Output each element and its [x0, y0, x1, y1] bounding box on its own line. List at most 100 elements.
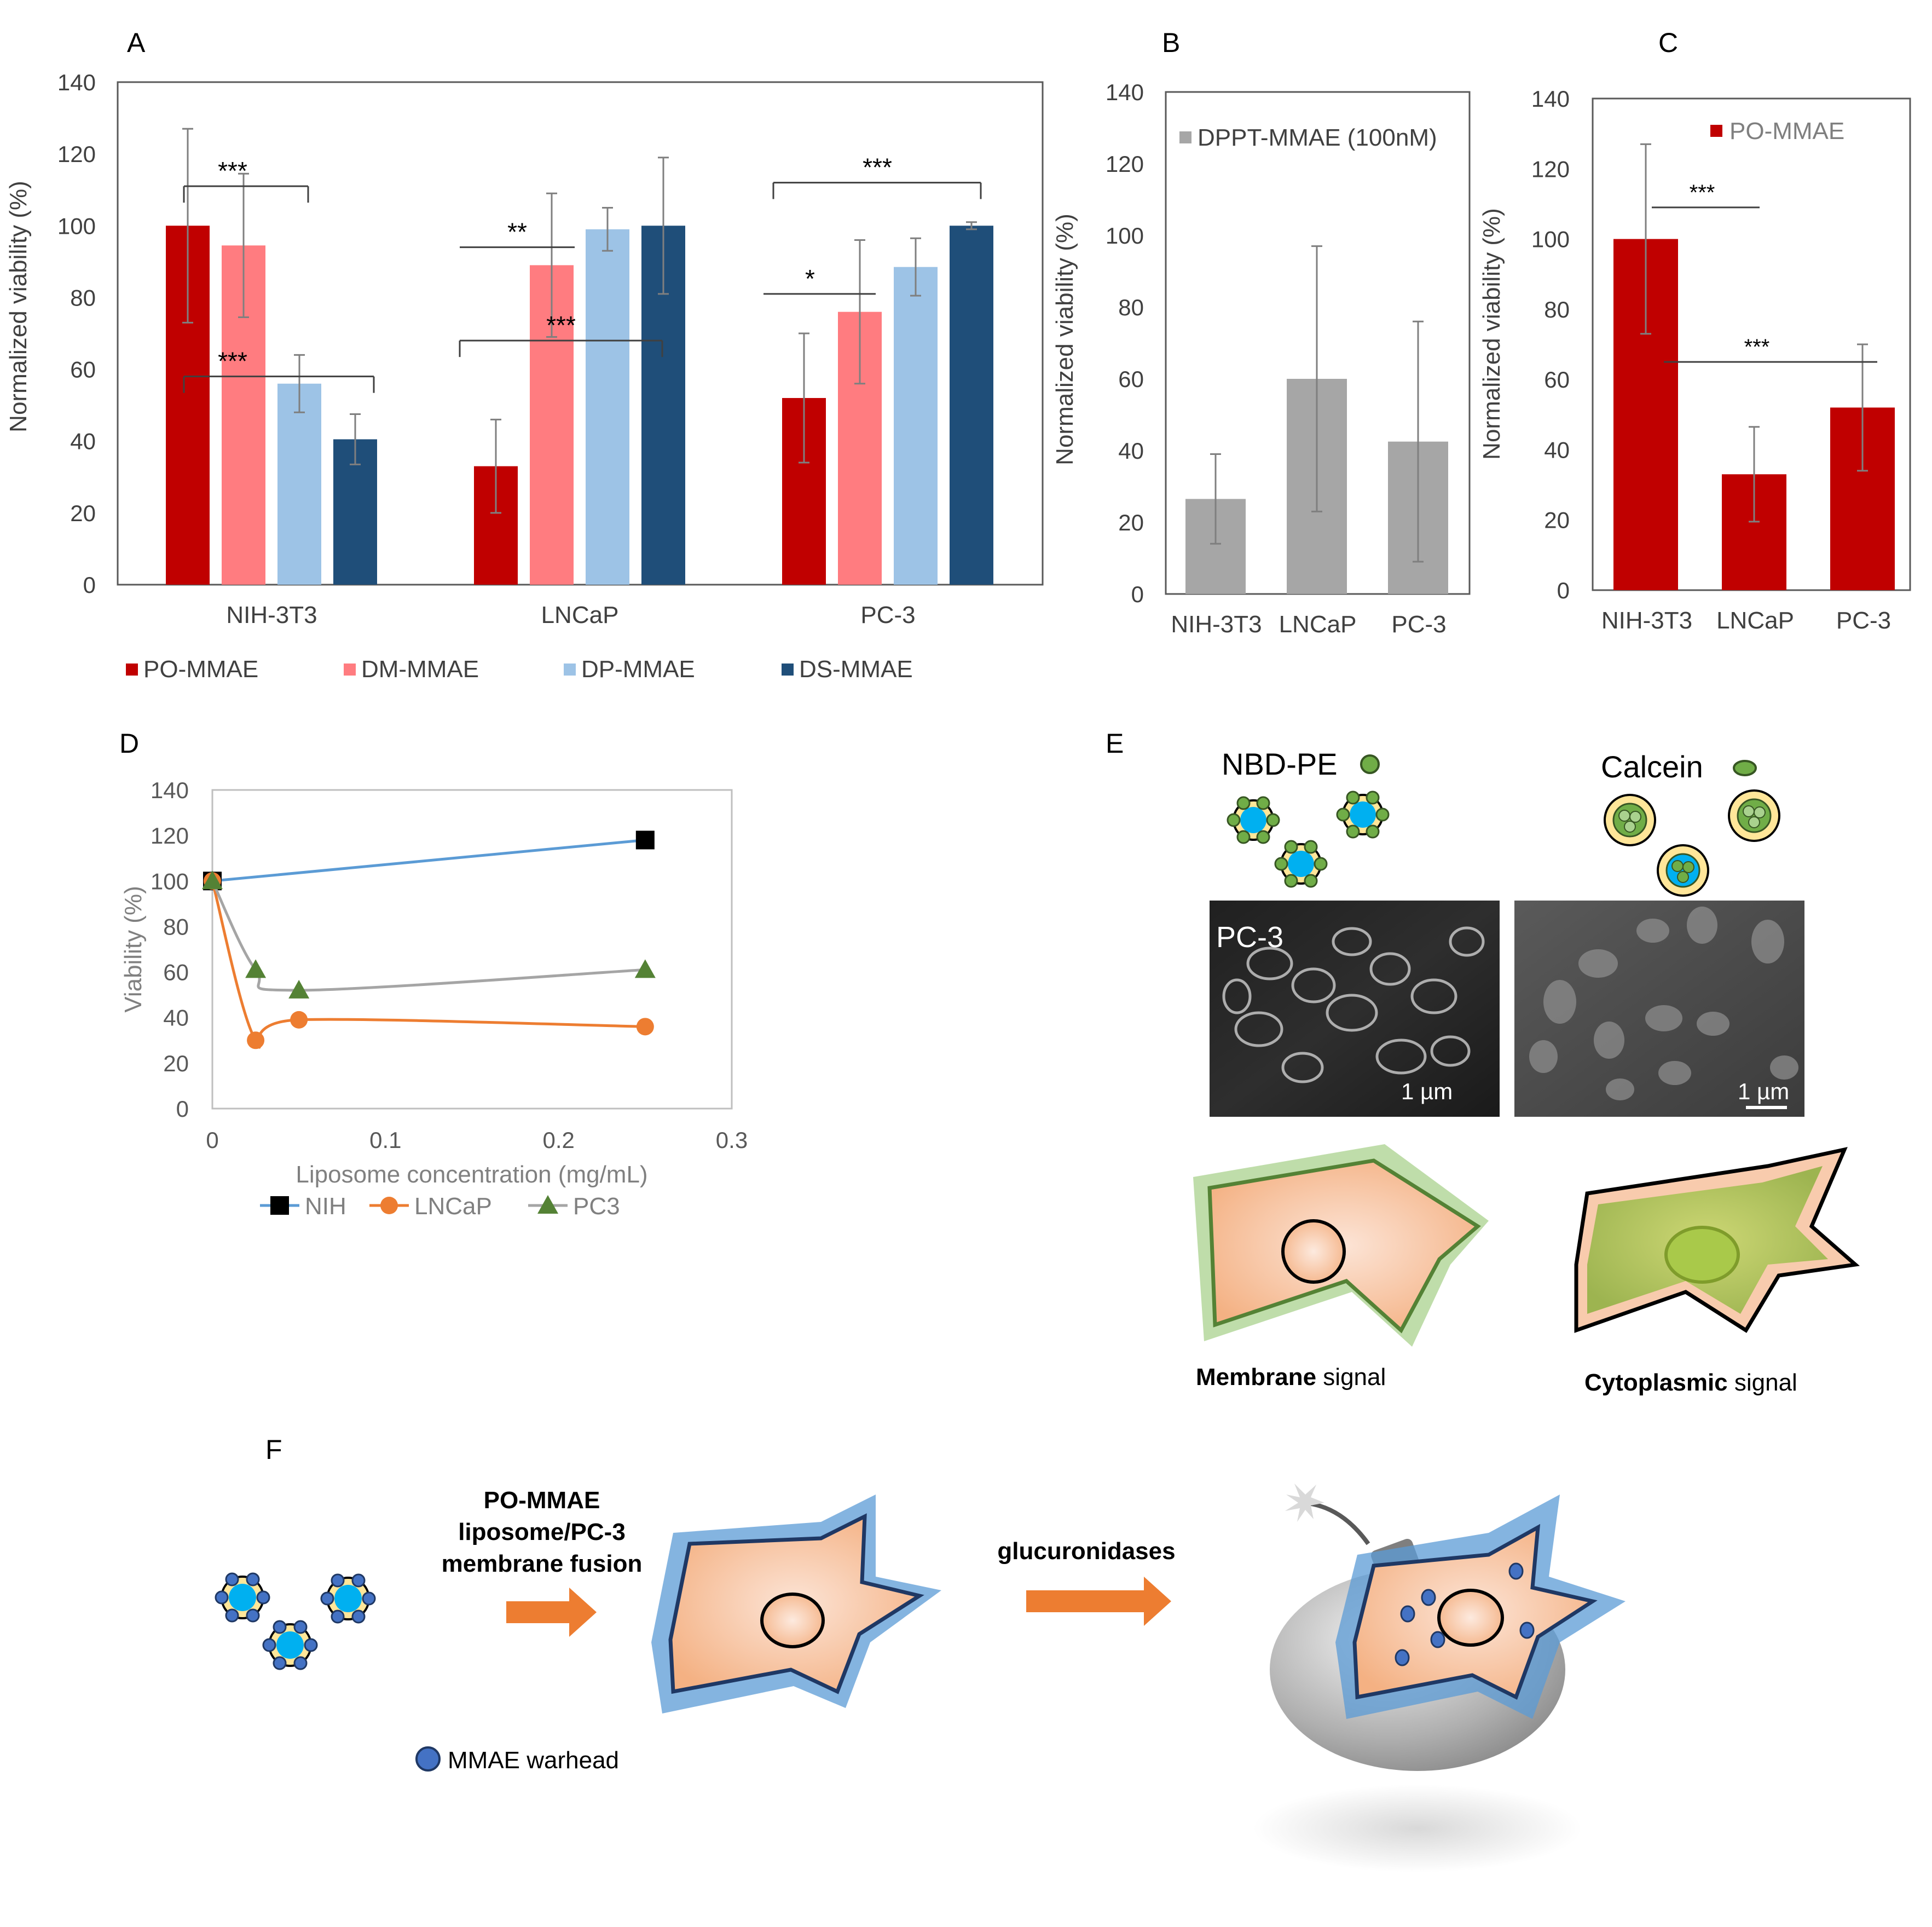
- y-tick-label: 0: [83, 572, 96, 598]
- legend-marker: [270, 1196, 289, 1215]
- x-tick-label: NIH-3T3: [226, 602, 317, 628]
- killed-cell-icon: [1335, 1495, 1626, 1719]
- legend-marker: [537, 1195, 558, 1214]
- y-tick-label: 20: [70, 500, 96, 526]
- significance-label: **: [507, 218, 527, 246]
- data-point-pc3: [245, 959, 267, 978]
- panel-letter-b: B: [1162, 27, 1180, 58]
- mmae-warhead-legend-icon: [415, 1746, 441, 1772]
- step1-arrow-icon: [506, 1588, 597, 1637]
- y-tick-label: 60: [70, 357, 96, 383]
- x-axis-label: Liposome concentration (mg/mL): [296, 1161, 647, 1188]
- chart-a: 0 20 40 60 80 100 120 140 Normalized viability (…: [5, 70, 1044, 683]
- y-tick-label: 80: [1118, 295, 1144, 320]
- y-tick-label: 40: [163, 1005, 189, 1031]
- y-tick-label: 60: [1544, 367, 1570, 393]
- legend-label: NIH: [305, 1193, 346, 1220]
- data-point-pc3: [634, 959, 656, 978]
- x-tick-label: NIH-3T3: [1171, 611, 1262, 638]
- scale-label-left: 1 µm: [1401, 1078, 1453, 1104]
- y-tick-label: 120: [151, 823, 189, 849]
- step1-label-line2: liposome/PC-3: [458, 1519, 626, 1545]
- fused-cell-icon: [651, 1495, 941, 1713]
- calcein-liposome-icon: [1604, 789, 1780, 897]
- mmae-warhead-legend-label: MMAE warhead: [448, 1747, 619, 1774]
- panel-letter-c: C: [1658, 27, 1678, 58]
- x-tick-label: PC-3: [860, 602, 915, 628]
- x-tick-label: 0.2: [542, 1127, 574, 1153]
- x-tick-label: NIH-3T3: [1601, 607, 1692, 634]
- data-point-lncap: [636, 1018, 654, 1036]
- legend-label: PO-MMAE: [1729, 118, 1844, 145]
- y-tick-label: 80: [1544, 297, 1570, 322]
- calcein-dot-icon: [1733, 760, 1757, 776]
- x-tick-label: PC-3: [1836, 607, 1891, 634]
- legend-swatch: [1179, 131, 1191, 143]
- nbd-liposome-icon: [1227, 791, 1390, 888]
- panel-letter-d: D: [119, 728, 139, 759]
- y-tick-label: 40: [70, 429, 96, 454]
- legend-swatch: [344, 664, 356, 676]
- x-tick-label: 0: [206, 1127, 218, 1153]
- y-axis-label: Normalized viability (%): [5, 181, 32, 432]
- micrograph-calcein: 1 µm: [1514, 901, 1804, 1117]
- data-point-pc3: [202, 870, 223, 890]
- micrograph-nbd: PC-3 1 µm: [1210, 901, 1500, 1117]
- series-line-nih: [212, 838, 646, 882]
- y-axis-label: Normalized viability (%): [1051, 214, 1078, 465]
- y-tick-label: 120: [1531, 156, 1570, 182]
- significance-label: ***: [218, 347, 247, 376]
- panel-letter-e: E: [1106, 728, 1124, 759]
- bar-ds-mmae: [950, 226, 993, 585]
- bar-dp-mmae: [277, 383, 321, 585]
- legend-label: PC3: [573, 1193, 620, 1220]
- step1-label-line1: PO-MMAE: [484, 1487, 600, 1514]
- step1-label-line3: membrane fusion: [442, 1550, 643, 1577]
- y-tick-label: 140: [151, 777, 189, 803]
- y-tick-label: 0: [1131, 581, 1144, 607]
- y-tick-label: 140: [1531, 86, 1570, 112]
- nbd-pe-title: NBD-PE: [1222, 747, 1338, 781]
- panel-f: PO-MMAE liposome/PC-3 membrane fusion gl…: [215, 1484, 1626, 1872]
- legend-label: DM-MMAE: [361, 656, 479, 683]
- legend-label: PO-MMAE: [143, 656, 258, 683]
- significance-label: ***: [1690, 181, 1715, 205]
- y-tick-label: 80: [163, 914, 189, 939]
- significance-label: ***: [546, 311, 576, 339]
- significance-label: ***: [1744, 335, 1770, 359]
- data-point-lncap: [247, 1031, 265, 1049]
- cytoplasmic-signal-caption: Cytoplasmic signal: [1584, 1369, 1797, 1396]
- scale-bar: [1746, 1106, 1787, 1109]
- data-point-nih: [635, 830, 655, 850]
- legend-label: DP-MMAE: [581, 656, 695, 683]
- legend-label: DS-MMAE: [799, 656, 913, 683]
- nbd-dot-icon: [1360, 754, 1380, 774]
- y-tick-label: 0: [1557, 578, 1570, 603]
- x-tick-label: 0.3: [716, 1127, 748, 1153]
- y-tick-label: 140: [1106, 79, 1144, 105]
- membrane-cell-icon: [1193, 1144, 1489, 1347]
- panel-letter-a: A: [127, 27, 146, 58]
- plot-frame: [117, 81, 1044, 586]
- x-tick-label: PC-3: [1391, 611, 1446, 638]
- y-tick-label: 40: [1544, 437, 1570, 463]
- calcein-title: Calcein: [1601, 749, 1703, 784]
- series-line-pc3: [211, 880, 645, 992]
- y-tick-label: 140: [57, 70, 96, 95]
- chart-c: 0 20 40 60 80 100 120 140 Normalized viability (…: [1478, 86, 1911, 634]
- y-tick-label: 20: [163, 1051, 189, 1076]
- cell-line-label: PC-3: [1216, 921, 1283, 954]
- mmae-liposome-icon: [215, 1572, 376, 1670]
- legend-swatch: [1710, 125, 1722, 137]
- plot-frame: [211, 789, 733, 1110]
- step2-arrow-icon: [1026, 1577, 1171, 1626]
- legend-label: LNCaP: [414, 1193, 492, 1220]
- chart-d: 0 20 40 60 80 100 120 140 0 0.1 0.2 0.3 Viability (%…: [120, 777, 748, 1220]
- bar-dp-mmae: [894, 267, 938, 585]
- legend-label: DPPT-MMAE (100nM): [1198, 124, 1437, 151]
- legend-marker: [380, 1197, 398, 1214]
- series-line-lncap: [211, 880, 645, 1049]
- y-axis-label: Normalized viability (%): [1478, 208, 1505, 460]
- y-tick-label: 60: [1118, 366, 1144, 392]
